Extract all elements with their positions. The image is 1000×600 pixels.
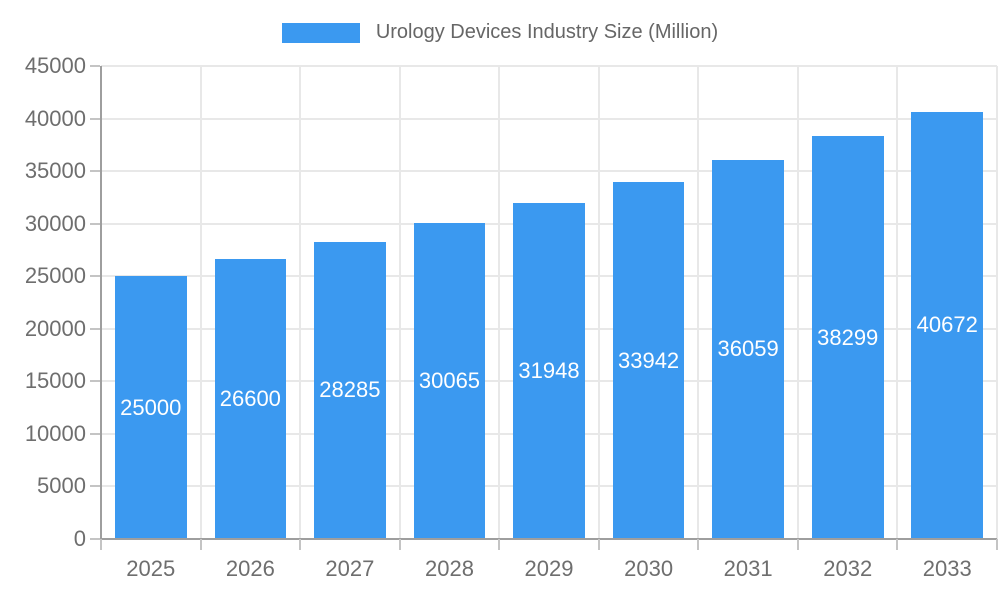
x-axis-tick bbox=[398, 539, 401, 550]
bar-value-label: 30065 bbox=[418, 367, 481, 393]
x-axis-tick bbox=[100, 539, 102, 550]
category-cell-2028: 30065 bbox=[400, 66, 500, 539]
gridline-vertical bbox=[796, 66, 799, 539]
y-axis-tick-label: 25000 bbox=[24, 263, 86, 289]
bar-value-label: 28285 bbox=[319, 377, 381, 403]
gridline-horizontal bbox=[101, 170, 997, 173]
y-axis-labels: 0 5000 10000 15000 20000 25000 30000 35000 40000… bbox=[0, 53, 86, 551]
bar-2031[interactable]: 36059 bbox=[712, 159, 784, 539]
x-axis-tick-label: 2032 bbox=[823, 556, 873, 581]
plot-area: 25000 26600 28285 30065 31948 33942 36059 38299… bbox=[101, 65, 998, 539]
x-axis-line bbox=[101, 538, 997, 540]
x-axis-tick-label: 2026 bbox=[225, 556, 275, 581]
y-axis-tick bbox=[90, 538, 100, 540]
x-axis-tick-label: 2031 bbox=[723, 556, 773, 581]
bar-value-label: 40672 bbox=[916, 312, 978, 338]
bar-2026[interactable]: 26600 bbox=[214, 259, 287, 539]
gridline-vertical bbox=[597, 66, 600, 539]
bar-2028[interactable]: 30065 bbox=[413, 222, 486, 539]
x-axis-tick bbox=[996, 539, 998, 550]
bar-value-label: 31948 bbox=[518, 358, 580, 384]
x-axis-tick bbox=[896, 539, 899, 550]
bar-2030[interactable]: 33942 bbox=[612, 182, 685, 539]
y-axis-tick-label: 15000 bbox=[24, 368, 86, 394]
bar-2025[interactable]: 25000 bbox=[114, 276, 187, 539]
category-cell-2032: 38299 bbox=[798, 66, 898, 539]
x-axis-labels: 2025 2026 2027 2028 2029 2030 2031 2032 2033 bbox=[101, 556, 997, 582]
gridline-horizontal bbox=[101, 117, 997, 120]
category-cell-2031: 36059 bbox=[698, 66, 798, 539]
gridline-vertical bbox=[398, 66, 401, 539]
legend-label: Urology Devices Industry Size (Million) bbox=[375, 21, 719, 43]
bar-value-label: 26600 bbox=[219, 386, 281, 412]
y-axis-tick bbox=[90, 170, 100, 173]
y-axis-tick bbox=[90, 65, 100, 67]
y-axis-line bbox=[100, 66, 102, 539]
y-axis-tick-label: 5000 bbox=[37, 473, 86, 499]
gridline-vertical bbox=[896, 66, 899, 539]
category-cell-2025: 25000 bbox=[101, 66, 201, 539]
y-axis-tick bbox=[90, 275, 100, 278]
bar-2032[interactable]: 38299 bbox=[811, 136, 884, 539]
y-axis-tick-label: 45000 bbox=[24, 53, 86, 78]
gridline-vertical bbox=[498, 66, 501, 539]
x-axis-tick-label: 2033 bbox=[922, 556, 972, 581]
bar-value-label: 38299 bbox=[817, 324, 879, 350]
x-axis-tick bbox=[299, 539, 302, 550]
category-cell-2030: 33942 bbox=[599, 66, 699, 539]
x-axis-tick-label: 2028 bbox=[424, 556, 474, 581]
y-axis-tick-label: 35000 bbox=[24, 158, 86, 184]
x-axis-tick bbox=[597, 539, 600, 550]
gridline-vertical bbox=[299, 66, 302, 539]
bar-2033[interactable]: 40672 bbox=[911, 111, 984, 539]
category-cell-2027: 28285 bbox=[300, 66, 400, 539]
y-axis-tick bbox=[90, 432, 100, 435]
gridline-vertical bbox=[697, 66, 700, 539]
bar-value-label: 33942 bbox=[617, 347, 680, 373]
y-axis-tick bbox=[90, 327, 100, 330]
bar-2029[interactable]: 31948 bbox=[513, 203, 585, 539]
y-axis-tick bbox=[90, 222, 100, 225]
x-axis-tick-label: 2029 bbox=[524, 556, 574, 581]
bar-series: 25000 26600 28285 30065 31948 33942 36059 38299… bbox=[101, 66, 997, 539]
bar-value-label: 36059 bbox=[717, 336, 779, 362]
legend-swatch bbox=[281, 22, 360, 43]
x-axis-tick-label: 2030 bbox=[624, 556, 674, 581]
x-axis-tick-label: 2027 bbox=[325, 556, 375, 581]
category-cell-2029: 31948 bbox=[499, 66, 599, 539]
x-axis-tick bbox=[199, 539, 202, 550]
x-axis-tick-label: 2025 bbox=[126, 556, 176, 581]
x-axis-tick bbox=[697, 539, 700, 550]
category-cell-2026: 26600 bbox=[201, 66, 301, 539]
y-axis-tick-label: 40000 bbox=[24, 105, 86, 131]
y-axis-tick bbox=[90, 117, 100, 120]
y-axis-tick-label: 10000 bbox=[24, 420, 86, 446]
y-axis-tick-label: 20000 bbox=[24, 315, 86, 341]
x-axis-tick bbox=[796, 539, 799, 550]
y-axis-tick bbox=[90, 380, 100, 383]
y-axis-tick bbox=[90, 485, 100, 488]
category-cell-2033: 40672 bbox=[898, 66, 998, 539]
y-axis-tick-label: 30000 bbox=[24, 210, 86, 236]
gridline-vertical bbox=[996, 66, 998, 539]
bar-value-label: 25000 bbox=[120, 394, 182, 420]
bar-2027[interactable]: 28285 bbox=[314, 241, 386, 539]
gridline-vertical bbox=[199, 66, 202, 539]
x-axis-tick bbox=[498, 539, 501, 550]
y-axis-tick-label: 0 bbox=[73, 526, 86, 551]
gridline-horizontal bbox=[101, 65, 997, 67]
chart-legend-item[interactable]: Urology Devices Industry Size (Million) bbox=[0, 21, 1000, 44]
x-axis-ticks bbox=[100, 539, 998, 551]
